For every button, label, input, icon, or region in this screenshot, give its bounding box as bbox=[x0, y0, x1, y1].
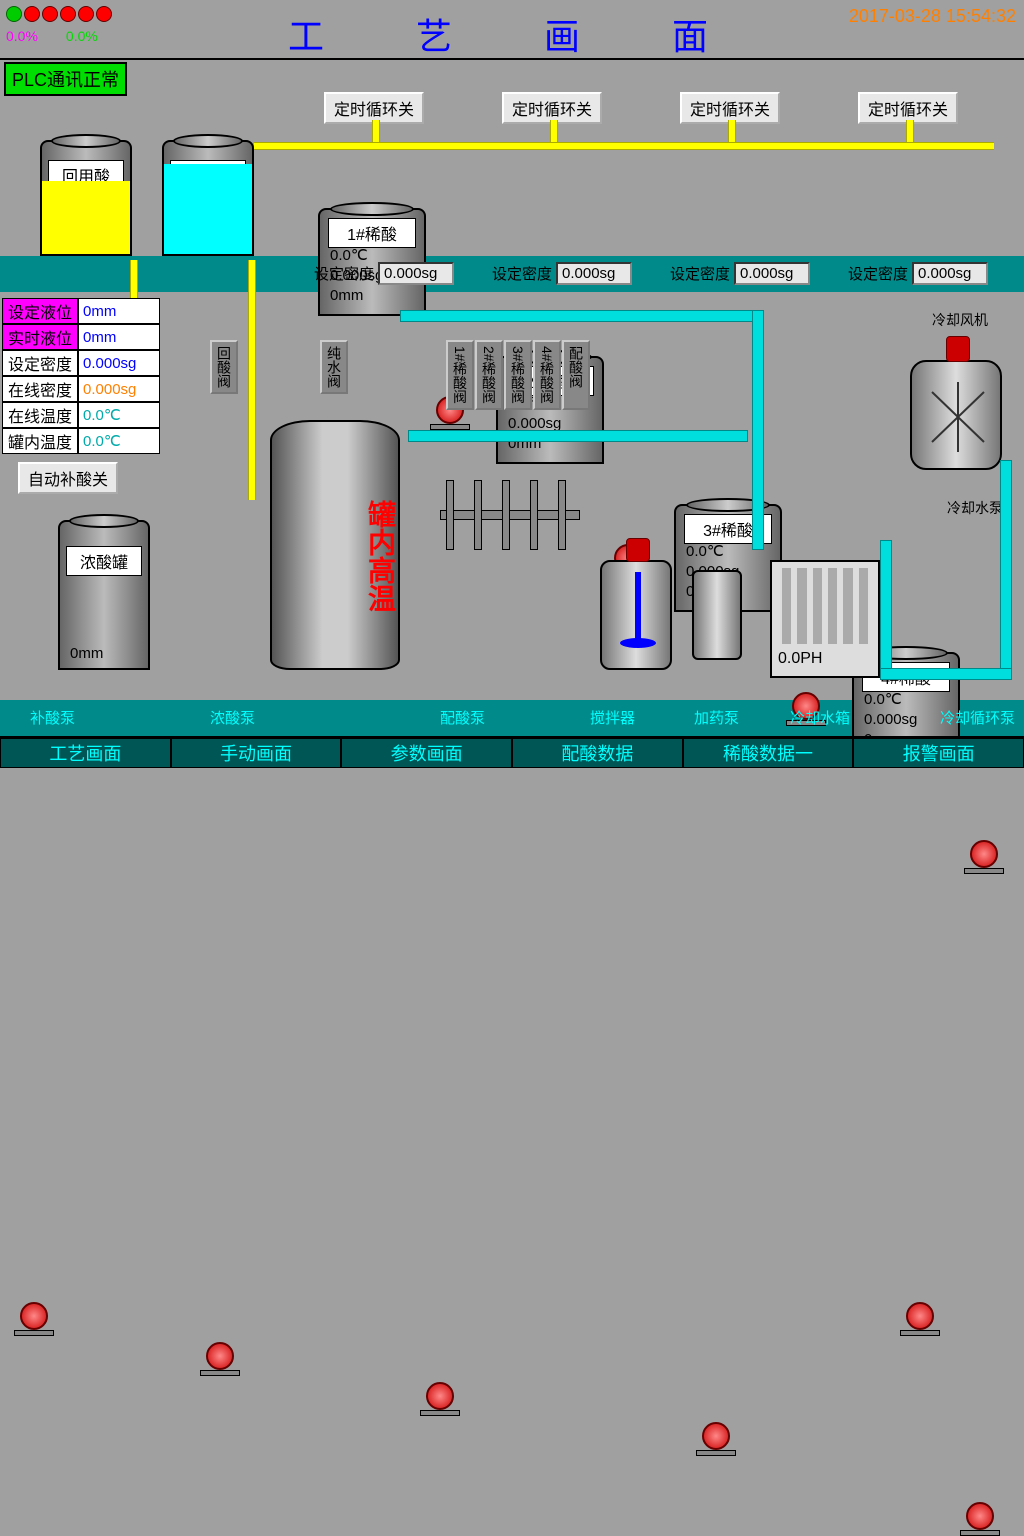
status-dot bbox=[78, 6, 94, 22]
param-value[interactable]: 0.000sg bbox=[78, 350, 160, 376]
pump-icon bbox=[200, 1330, 240, 1370]
status-dots bbox=[6, 6, 112, 22]
tank-pure-water: 纯水罐 bbox=[162, 140, 254, 256]
valve-label[interactable]: 2#稀酸阀 bbox=[475, 340, 503, 410]
param-label: 实时液位 bbox=[2, 324, 78, 350]
equipment-label: 补酸泵 bbox=[30, 707, 75, 728]
status-dot bbox=[6, 6, 22, 22]
ph-value: 0.0PH bbox=[772, 650, 878, 668]
tank-concentrated-acid: 浓酸罐 0mm bbox=[58, 520, 150, 670]
tank-return-acid: 回用酸 bbox=[40, 140, 132, 256]
datetime: 2017-03-28 15:54:32 bbox=[849, 6, 1016, 27]
pump-icon bbox=[964, 828, 1004, 868]
pump-icon bbox=[14, 1290, 54, 1330]
equipment-label: 搅拌器 bbox=[590, 707, 635, 728]
nav-item[interactable]: 稀酸数据一 bbox=[683, 738, 854, 768]
set-density-row: 设定密度 0.000sg bbox=[670, 262, 810, 285]
pipe-cyan bbox=[752, 310, 764, 550]
equipment-label: 冷却循环泵 bbox=[940, 707, 1015, 728]
valve-group-3: 1#稀酸阀2#稀酸阀3#稀酸阀4#稀酸阀配酸阀 bbox=[446, 340, 854, 410]
param-row: 在线密度 0.000sg bbox=[2, 376, 160, 402]
tank-fill bbox=[164, 164, 252, 254]
param-label: 设定液位 bbox=[2, 298, 78, 324]
set-density-row: 设定密度 0.000sg bbox=[492, 262, 632, 285]
param-label: 在线温度 bbox=[2, 402, 78, 428]
pct1: 0.0% bbox=[6, 28, 38, 44]
set-density-value[interactable]: 0.000sg bbox=[734, 262, 810, 285]
header-bar: 0.0% 0.0% 工 艺 画 面 2017-03-28 15:54:32 bbox=[0, 0, 1024, 60]
status-dot bbox=[42, 6, 58, 22]
pipe-cyan bbox=[408, 430, 748, 442]
motor-icon bbox=[626, 538, 650, 562]
plc-status-badge: PLC通讯正常 bbox=[4, 62, 127, 96]
status-dot bbox=[96, 6, 112, 22]
set-density-value[interactable]: 0.000sg bbox=[556, 262, 632, 285]
pipe-cyan bbox=[400, 310, 760, 322]
valve-label[interactable]: 纯水阀 bbox=[320, 340, 348, 394]
pump-icon bbox=[420, 1370, 460, 1410]
nav-item[interactable]: 工艺画面 bbox=[0, 738, 171, 768]
manifold bbox=[440, 480, 580, 560]
nav-item[interactable]: 报警画面 bbox=[853, 738, 1024, 768]
param-value[interactable]: 0mm bbox=[78, 324, 160, 350]
pump-icon bbox=[696, 1410, 736, 1450]
nav-item[interactable]: 配酸数据 bbox=[512, 738, 683, 768]
param-row: 设定密度 0.000sg bbox=[2, 350, 160, 376]
pipe-cyan bbox=[880, 668, 1012, 680]
valve-group-1: 回酸阀 bbox=[210, 340, 278, 394]
bottom-nav: 工艺画面手动画面参数画面配酸数据稀酸数据一报警画面 bbox=[0, 736, 1024, 768]
pct2: 0.0% bbox=[66, 28, 98, 44]
valve-label[interactable]: 3#稀酸阀 bbox=[504, 340, 532, 410]
param-value[interactable]: 0mm bbox=[78, 298, 160, 324]
param-label: 设定密度 bbox=[2, 350, 78, 376]
pipe-cyan bbox=[1000, 460, 1012, 670]
cooling-fan-label: 冷却风机 bbox=[920, 310, 1000, 330]
param-value[interactable]: 0.0℃ bbox=[78, 402, 160, 428]
status-dot bbox=[24, 6, 40, 22]
teal-divider bbox=[0, 256, 312, 292]
param-label: 罐内温度 bbox=[2, 428, 78, 454]
equipment-label: 加药泵 bbox=[694, 707, 739, 728]
tank-label: 1#稀酸 bbox=[328, 218, 416, 248]
motor-icon bbox=[946, 336, 970, 362]
cooling-fan-vessel bbox=[910, 360, 1002, 470]
tank-label: 浓酸罐 bbox=[66, 546, 142, 576]
param-value[interactable]: 0.0℃ bbox=[78, 428, 160, 454]
valve-label[interactable]: 配酸阀 bbox=[562, 340, 590, 410]
tank-level: 0mm bbox=[70, 645, 103, 662]
pipe bbox=[254, 142, 994, 150]
equipment-label: 冷却水箱 bbox=[790, 707, 850, 728]
status-dot bbox=[60, 6, 76, 22]
set-density-value[interactable]: 0.000sg bbox=[378, 262, 454, 285]
valve-label[interactable]: 4#稀酸阀 bbox=[533, 340, 561, 410]
auto-acid-button[interactable]: 自动补酸关 bbox=[18, 462, 118, 494]
percent-readouts: 0.0% 0.0% bbox=[6, 28, 98, 44]
param-row: 罐内温度 0.0℃ bbox=[2, 428, 160, 454]
nav-item[interactable]: 手动画面 bbox=[171, 738, 342, 768]
nav-item[interactable]: 参数画面 bbox=[341, 738, 512, 768]
set-density-value[interactable]: 0.000sg bbox=[912, 262, 988, 285]
set-density-row: 设定密度 0.000sg bbox=[314, 262, 454, 285]
valve-group-2: 纯水阀 bbox=[320, 340, 388, 399]
page-title: 工 艺 画 面 bbox=[288, 8, 736, 60]
param-table: 设定液位 0mm 实时液位 0mm 设定密度 0.000sg 在线密度 0.00… bbox=[2, 298, 160, 454]
tank-warning-text: 罐内高温 bbox=[360, 500, 400, 612]
valve-label[interactable]: 1#稀酸阀 bbox=[446, 340, 474, 410]
equipment-label: 浓酸泵 bbox=[210, 707, 255, 728]
param-row: 在线温度 0.0℃ bbox=[2, 402, 160, 428]
valve-label[interactable]: 回酸阀 bbox=[210, 340, 238, 394]
set-density-row: 设定密度 0.000sg bbox=[848, 262, 988, 285]
stirrer bbox=[600, 560, 672, 670]
param-value[interactable]: 0.000sg bbox=[78, 376, 160, 402]
tank-fill bbox=[42, 181, 130, 254]
dosing-tank bbox=[692, 570, 742, 660]
param-label: 在线密度 bbox=[2, 376, 78, 402]
pump-icon bbox=[900, 1290, 940, 1330]
param-row: 实时液位 0mm bbox=[2, 324, 160, 350]
equipment-label: 配酸泵 bbox=[440, 707, 485, 728]
cooling-water-tank: 0.0PH bbox=[770, 560, 880, 678]
pipe-cyan bbox=[880, 540, 892, 670]
pump-icon bbox=[960, 1490, 1000, 1530]
param-row: 设定液位 0mm bbox=[2, 298, 160, 324]
